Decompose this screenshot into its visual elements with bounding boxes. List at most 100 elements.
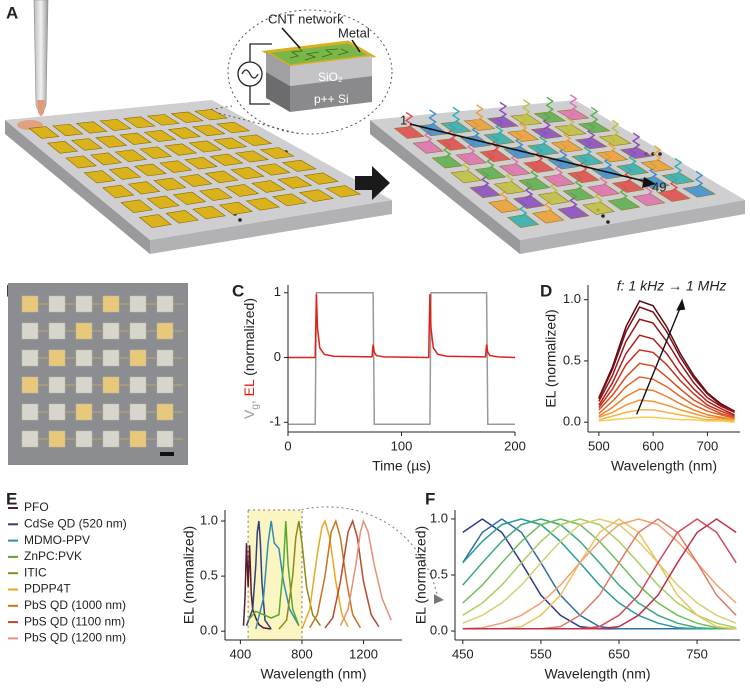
y-axis-label-part: EL xyxy=(241,379,257,396)
electrode xyxy=(640,159,674,172)
electrode xyxy=(530,127,563,139)
emission xyxy=(610,119,620,137)
electrode xyxy=(123,116,156,129)
electrode xyxy=(89,152,122,166)
electrode xyxy=(498,163,531,177)
electrode xyxy=(102,184,135,199)
photo-pad xyxy=(129,322,147,340)
y-tick-label: 0.0 xyxy=(200,623,218,638)
y-tick-label: 0.5 xyxy=(200,568,218,583)
electrode xyxy=(619,147,653,159)
electrode xyxy=(542,174,576,187)
label: CNT network xyxy=(268,11,344,26)
series-line xyxy=(598,416,735,423)
legend-label: PDPP4T xyxy=(24,582,71,596)
electrode xyxy=(537,191,571,205)
electrode xyxy=(506,130,540,142)
electrode xyxy=(172,191,207,205)
annotation-arrow xyxy=(635,302,683,415)
sio2-side xyxy=(266,52,290,86)
electrode xyxy=(616,163,650,176)
electrode xyxy=(272,193,308,207)
y-tick-label: 1.0 xyxy=(200,512,218,527)
photo-pad xyxy=(75,403,93,421)
photo-pad xyxy=(21,376,39,394)
label: 1 xyxy=(400,112,407,127)
x-tick-label: 750 xyxy=(686,646,708,661)
electrode xyxy=(510,114,543,126)
electrode xyxy=(281,159,317,172)
x-tick-label: 1200 xyxy=(349,646,378,661)
series-line xyxy=(462,518,737,630)
photo-pad xyxy=(129,376,147,394)
electrode xyxy=(133,163,167,177)
sequence-arrow xyxy=(409,123,653,184)
series-line xyxy=(598,376,735,420)
electrode xyxy=(143,130,177,142)
electrode xyxy=(119,132,152,145)
electrode xyxy=(95,135,128,148)
emission xyxy=(475,104,484,122)
electrode xyxy=(237,134,273,147)
electrode xyxy=(178,174,213,187)
y-tick-label: 0.0 xyxy=(430,622,448,637)
y-tick-label: 0.5 xyxy=(563,352,581,367)
photo-pad xyxy=(129,295,147,313)
photo-pad xyxy=(48,430,66,448)
cnt-network xyxy=(289,46,350,61)
series-line xyxy=(598,399,735,421)
electrode xyxy=(303,172,339,185)
photo-pad xyxy=(102,349,120,367)
electrode xyxy=(450,170,482,184)
panel-label: A xyxy=(6,3,18,22)
x-tick-label: 650 xyxy=(608,646,630,661)
si-side xyxy=(266,72,290,112)
electrode xyxy=(170,111,204,123)
electrode xyxy=(522,160,556,173)
photo-pad xyxy=(48,349,66,367)
electrode xyxy=(533,111,567,123)
emission xyxy=(522,99,531,117)
electrode xyxy=(153,177,187,191)
photo-pad xyxy=(48,295,66,313)
label: Metal xyxy=(338,25,370,40)
pipette xyxy=(33,0,49,113)
electrode xyxy=(661,172,695,185)
electrode xyxy=(259,147,295,159)
electrode xyxy=(512,195,546,209)
electrode xyxy=(251,180,286,193)
photo-pad xyxy=(156,295,174,313)
series-line xyxy=(247,520,300,626)
photo-pad xyxy=(156,349,174,367)
y-axis-label-part: (normalized) xyxy=(241,298,257,380)
x-tick-label: 0 xyxy=(284,438,291,453)
photo-pad xyxy=(156,322,174,340)
electrode xyxy=(488,199,521,213)
electrode xyxy=(469,184,502,199)
electrode xyxy=(65,155,97,169)
panel-label: D xyxy=(540,281,552,300)
photo-pad xyxy=(102,322,120,340)
electrode xyxy=(503,146,536,159)
electrode xyxy=(567,170,600,184)
electrode xyxy=(632,193,666,207)
photo-pad xyxy=(102,430,120,448)
series-line xyxy=(462,518,737,630)
photo-pad xyxy=(21,322,39,340)
photo-pad xyxy=(129,430,147,448)
electrode xyxy=(440,121,472,134)
electrode xyxy=(277,176,313,189)
photo-pad xyxy=(21,403,39,421)
sine xyxy=(241,69,259,79)
photo-pad xyxy=(156,403,174,421)
emission xyxy=(451,106,461,124)
emission xyxy=(631,132,641,150)
electrode xyxy=(120,199,154,213)
legend-label: ZnPC:PVK xyxy=(24,549,82,563)
electrode xyxy=(52,123,84,137)
electrode xyxy=(225,184,260,197)
slab-side xyxy=(150,200,392,254)
electrode xyxy=(188,140,223,153)
series-line xyxy=(462,518,737,630)
